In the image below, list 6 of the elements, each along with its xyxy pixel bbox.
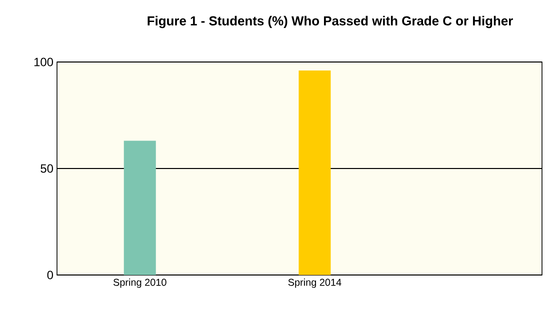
x-tick-label: Spring 2014 [288,278,342,288]
x-tick-label: Spring 2010 [113,278,166,288]
y-tick-label: 100 [34,58,54,66]
chart-title: Figure 1 - Students (%) Who Passed with Grade C or Higher [148,16,513,28]
y-tick-label: 0 [47,270,54,280]
y-tick-label: 50 [40,164,54,173]
